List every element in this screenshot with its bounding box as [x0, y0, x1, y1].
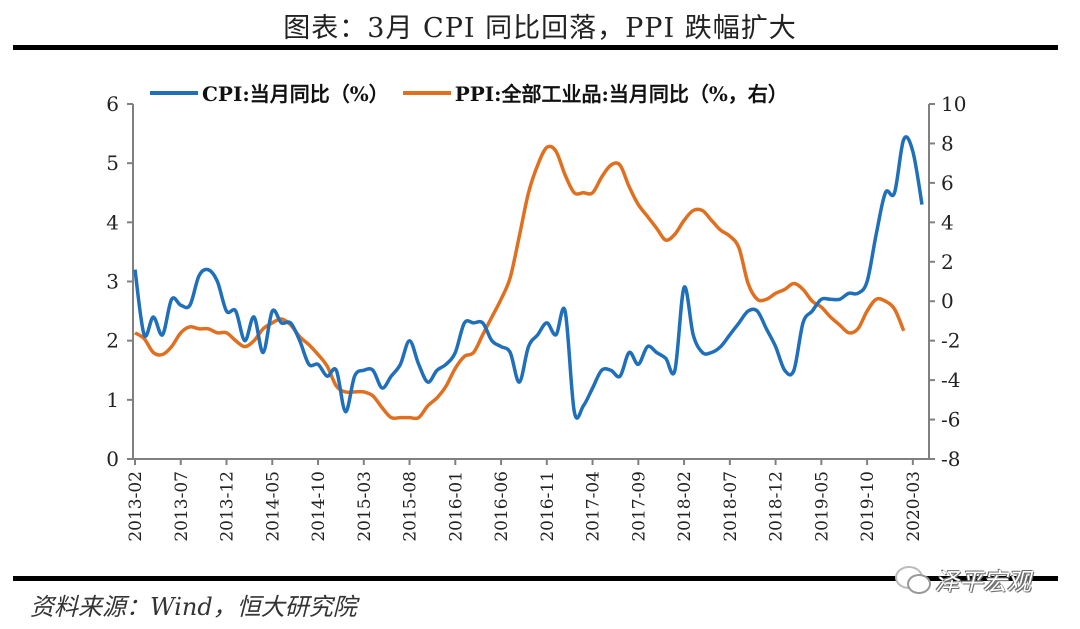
legend-item-cpi: CPI:当月同比（%）	[150, 78, 389, 107]
y-right-tick-label: -4	[941, 368, 960, 392]
x-tick-label: 2016-11	[538, 471, 558, 542]
x-tick-label: 2016-01	[446, 471, 466, 542]
line-chart: 0 1 2 3 4 5 6 -8 -6 -4 -2 0 2 4 6 8 10 2013-02 2013-07 2013…	[106, 92, 966, 542]
x-tick-label: 2020-03	[904, 471, 924, 542]
legend-label-ppi: PPI:全部工业品:当月同比（%，右）	[454, 82, 788, 106]
x-tick-label: 2015-03	[355, 471, 375, 542]
top-divider	[13, 45, 1058, 50]
y-left-tick-label: 2	[106, 329, 119, 353]
source-note: 资料来源：Wind，恒大研究院	[30, 593, 357, 621]
y-right-tick-label: -6	[941, 408, 960, 432]
y-left-tick-label: 1	[106, 388, 119, 412]
y-right-tick-label: 2	[941, 250, 954, 274]
x-tick-label: 2019-05	[812, 471, 832, 542]
y-left-tick-label: 3	[106, 270, 119, 294]
x-tick-label: 2018-07	[721, 471, 741, 542]
y-left-tick-label: 5	[106, 151, 119, 175]
x-tick-label: 2018-12	[767, 471, 787, 542]
watermark-text: 泽平宏观	[935, 568, 1031, 596]
x-tick-label: 2016-06	[492, 471, 512, 542]
y-left-tick-label: 4	[106, 210, 119, 234]
y-right-tick-label: 6	[941, 171, 954, 195]
legend-label-cpi: CPI:当月同比（%）	[202, 82, 389, 106]
x-tick-label: 2013-07	[172, 471, 192, 542]
y-right-tick-label: 10	[941, 92, 966, 116]
y-left-tick-label: 0	[106, 447, 119, 471]
legend-swatch-ppi	[402, 90, 451, 95]
legend-item-ppi: PPI:全部工业品:当月同比（%，右）	[402, 78, 788, 107]
x-tick-label: 2018-02	[675, 471, 695, 542]
x-tick-label: 2017-09	[629, 471, 649, 542]
legend-swatch-cpi	[150, 90, 198, 95]
watermark: 泽平宏观	[895, 562, 1031, 597]
chart-legend: CPI:当月同比（%） PPI:全部工业品:当月同比（%，右）	[150, 78, 802, 107]
series-line-cpi	[133, 135, 924, 420]
y-right-tick-label: -2	[941, 329, 960, 353]
x-tick-label: 2013-02	[126, 471, 146, 542]
y-right-tick-label: 4	[941, 210, 954, 234]
y-right-tick-label: 8	[941, 131, 954, 155]
chart-title: 图表：3月 CPI 同比回落，PPI 跌幅扩大	[283, 13, 797, 44]
y-right-tick-label: 0	[941, 289, 954, 313]
series-line-ppi	[134, 144, 906, 421]
x-tick-label: 2014-10	[309, 471, 329, 542]
x-tick-label: 2019-10	[858, 471, 878, 542]
x-tick-label: 2014-05	[263, 471, 283, 542]
x-tick-label: 2017-04	[584, 471, 604, 542]
y-left-tick-label: 6	[106, 92, 119, 116]
x-tick-label: 2013-12	[218, 471, 238, 542]
bottom-divider	[13, 576, 1058, 581]
x-tick-label: 2015-08	[401, 471, 421, 542]
wechat-icon	[895, 565, 931, 594]
y-right-tick-label: -8	[941, 447, 960, 471]
